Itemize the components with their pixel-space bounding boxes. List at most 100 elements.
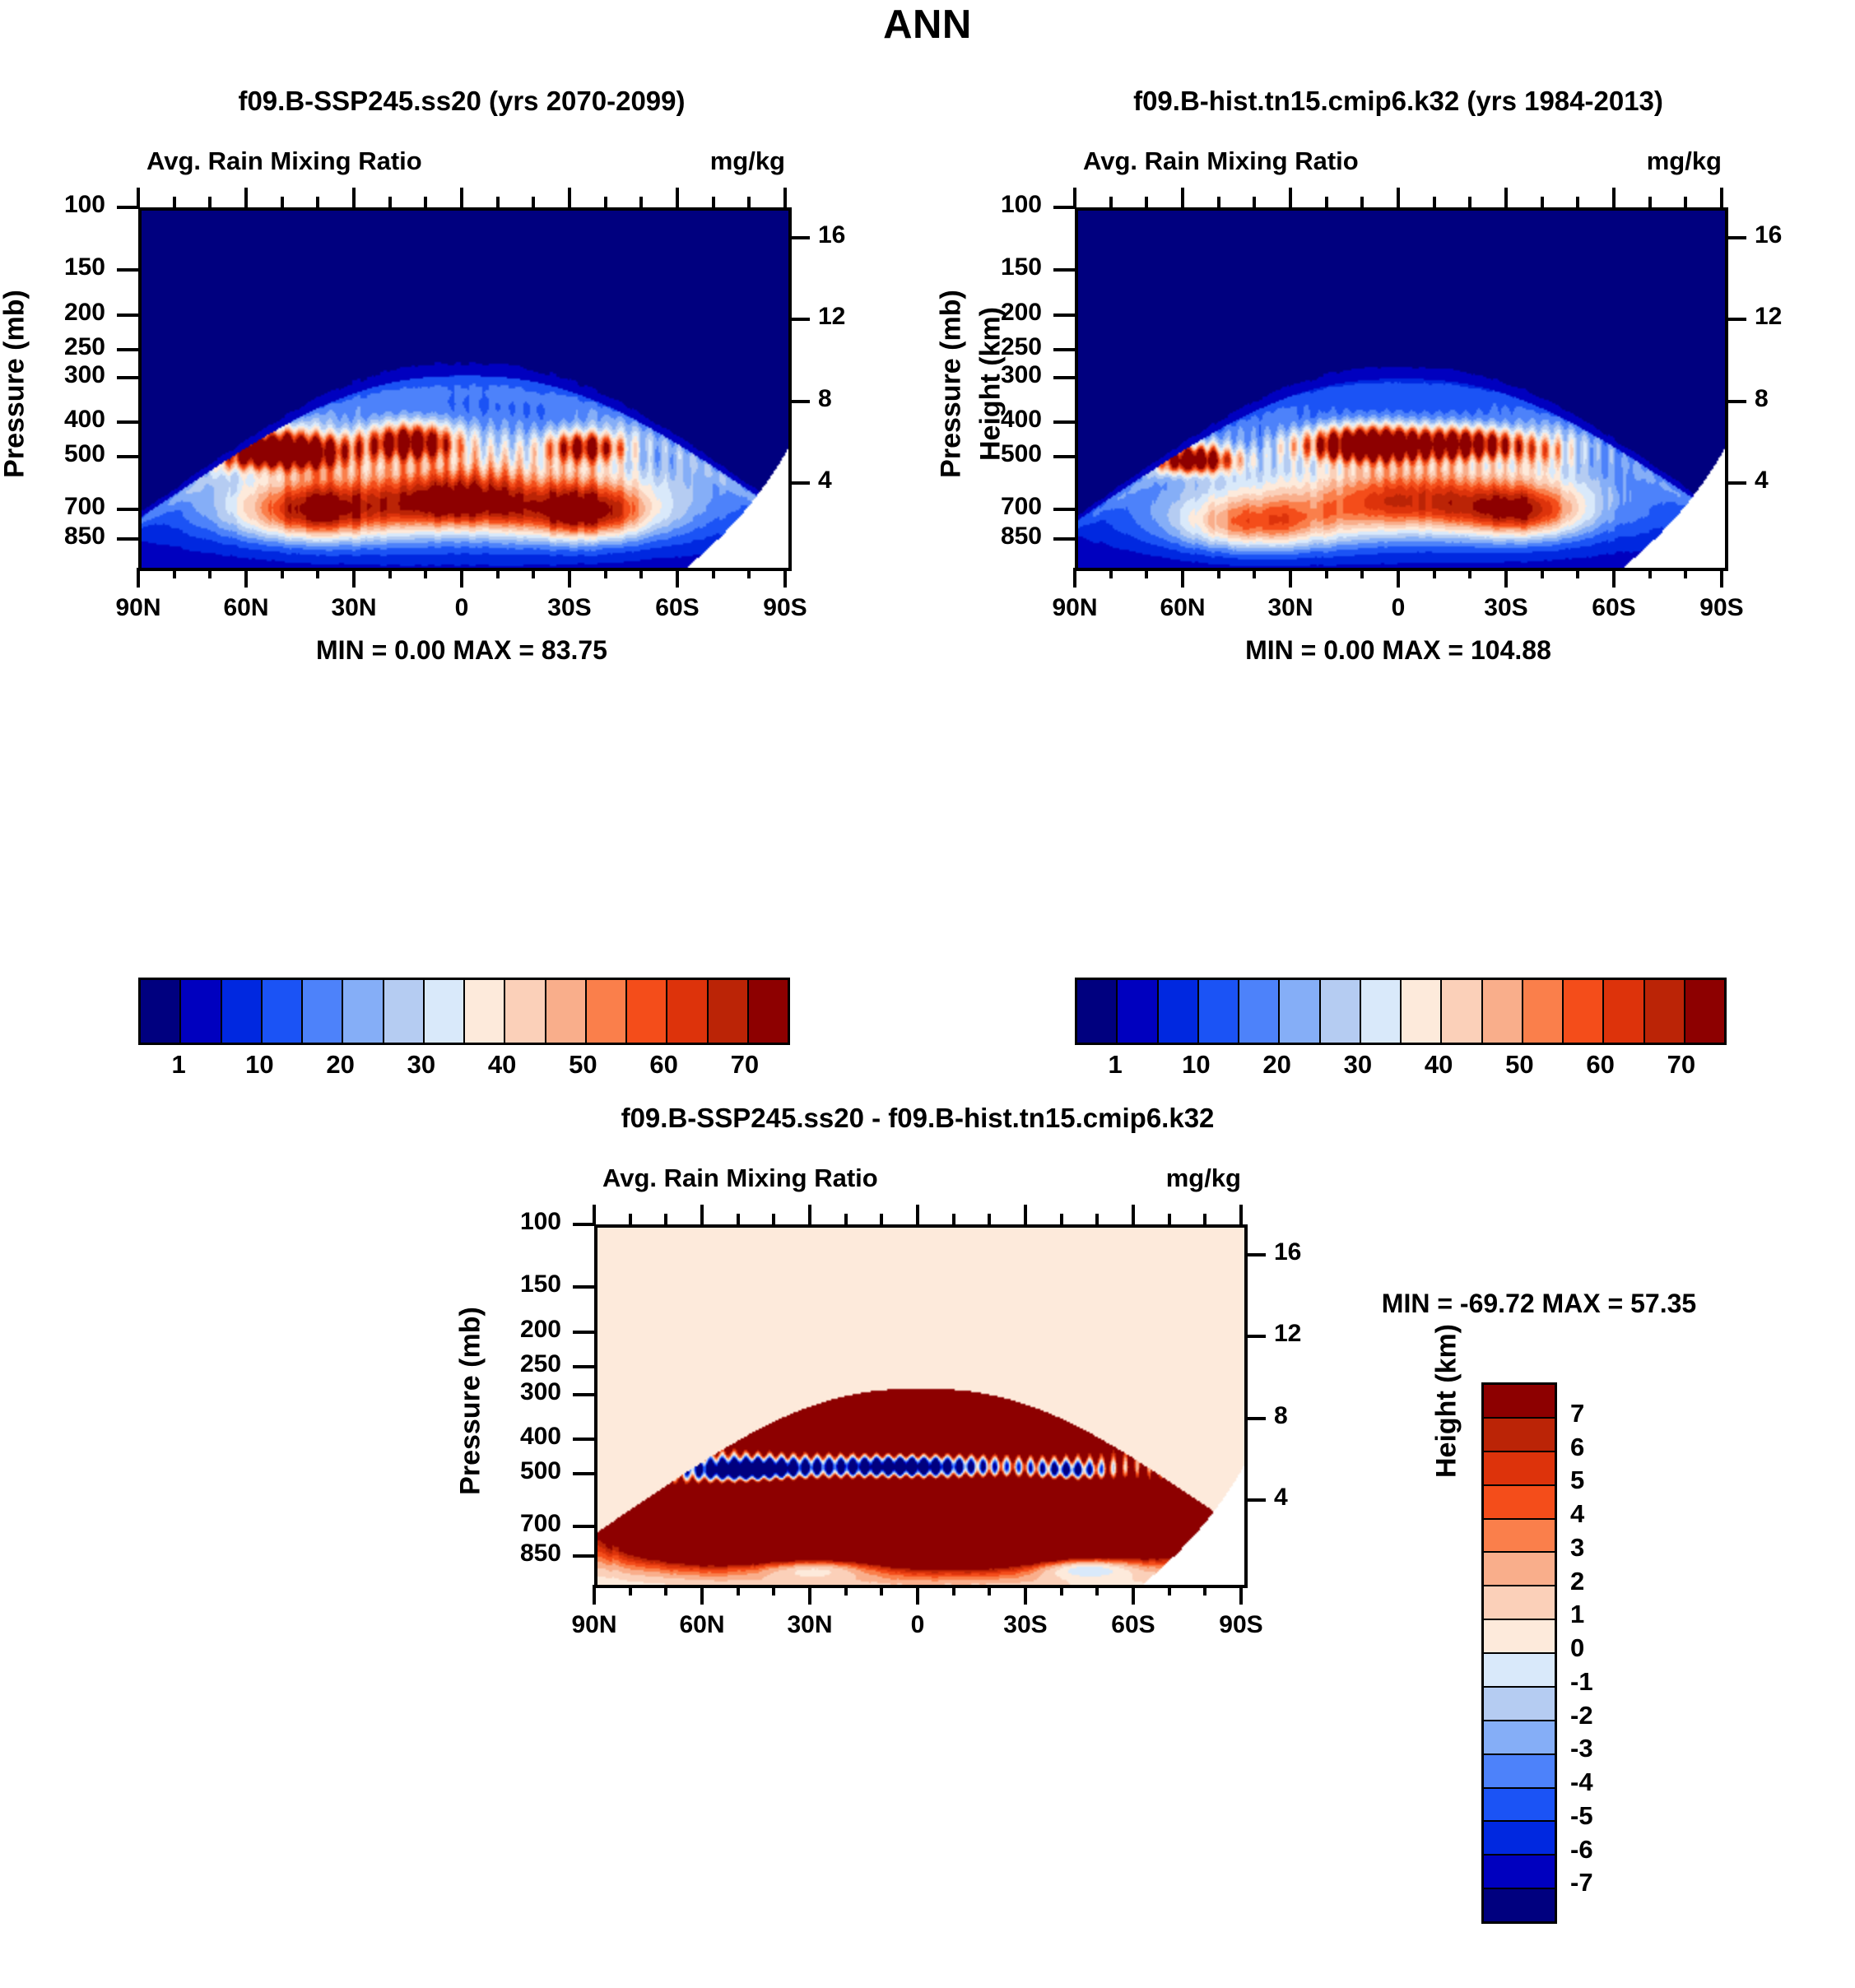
colorbar-swatch xyxy=(1158,980,1199,1043)
pressure-tick-label: 500 xyxy=(63,440,105,468)
lat-tick-top xyxy=(1253,197,1257,207)
colorbar-swatch xyxy=(1239,980,1281,1043)
pressure-tick xyxy=(1053,268,1075,272)
lat-tick-minor xyxy=(1540,568,1544,578)
height-tick xyxy=(788,318,810,322)
lat-tick-top xyxy=(316,197,320,207)
lat-tick-major xyxy=(700,1585,704,1605)
lat-tick-label: 60N xyxy=(679,1611,725,1638)
colorbar-swatch xyxy=(1484,1586,1555,1621)
colorbar-left[interactable] xyxy=(138,978,790,1045)
lat-tick-top xyxy=(388,197,392,207)
y-axis-title-pressure-left: Pressure (mb) xyxy=(0,290,30,478)
lat-tick-minor xyxy=(1059,1585,1063,1596)
lat-tick-minor xyxy=(424,568,428,578)
colorbar-tick-label: 60 xyxy=(1586,1050,1615,1079)
lat-tick-major xyxy=(1504,568,1508,588)
colorbar-swatch xyxy=(1402,980,1443,1043)
pressure-tick xyxy=(117,455,138,459)
pressure-tick xyxy=(573,1223,594,1226)
colorbar-right[interactable] xyxy=(1075,978,1727,1045)
height-tick xyxy=(788,399,810,403)
lat-tick-label: 90S xyxy=(1699,594,1744,621)
colorbar-swatch xyxy=(1077,980,1118,1043)
pressure-tick-label: 700 xyxy=(519,1509,561,1537)
pressure-tick xyxy=(573,1285,594,1289)
colorbar-tick-label: 70 xyxy=(1667,1050,1696,1079)
pressure-tick xyxy=(1053,206,1075,209)
colorbar-swatch xyxy=(1280,980,1321,1043)
lat-tick-major xyxy=(352,568,356,588)
pressure-tick xyxy=(117,347,138,351)
lat-tick-top xyxy=(1432,197,1436,207)
pressure-tick-label: 100 xyxy=(1000,191,1042,218)
pressure-tick-label: 100 xyxy=(519,1208,561,1235)
colorbar-swatch xyxy=(221,980,263,1043)
height-tick xyxy=(1244,1335,1266,1339)
height-tick-label: 8 xyxy=(818,384,832,412)
colorbar-swatch xyxy=(343,980,384,1043)
height-tick-label: 4 xyxy=(818,466,832,494)
colorbar-tick-label: 1 xyxy=(1108,1050,1123,1079)
lat-tick-minor xyxy=(1468,568,1472,578)
colorbar-diff[interactable] xyxy=(1481,1382,1557,1924)
plot-area-right[interactable] xyxy=(1075,207,1728,571)
lat-tick-minor xyxy=(951,1585,955,1596)
height-tick-label: 12 xyxy=(1274,1320,1302,1348)
lat-tick-minor xyxy=(1109,568,1113,578)
lat-tick-major xyxy=(1132,1585,1135,1605)
lat-tick-top xyxy=(603,197,607,207)
colorbar-tick-label: 20 xyxy=(326,1050,355,1079)
pressure-tick-label: 400 xyxy=(1000,406,1042,434)
lat-tick-major xyxy=(244,568,248,588)
colorbar-swatch xyxy=(424,980,465,1043)
colorbar-swatch xyxy=(748,980,788,1043)
colorbar-swatch xyxy=(1484,1788,1555,1823)
minmax-label-left: MIN = 0.00 MAX = 83.75 xyxy=(316,635,607,665)
lat-tick-major xyxy=(1073,568,1076,588)
colorbar-swatch xyxy=(1484,1754,1555,1789)
colorbar-tick-label: 20 xyxy=(1262,1050,1291,1079)
colorbar-diff-tick-label: -1 xyxy=(1570,1666,1593,1696)
colorbar-swatch xyxy=(1523,980,1564,1043)
colorbar-diff-tick-label: 1 xyxy=(1570,1600,1585,1629)
colorbar-swatch xyxy=(627,980,668,1043)
colorbar-tick-label: 40 xyxy=(487,1050,517,1079)
colorbar-swatch xyxy=(1484,1385,1555,1419)
pressure-tick xyxy=(573,1364,594,1368)
colorbar-swatch xyxy=(384,980,425,1043)
pressure-tick xyxy=(573,1393,594,1397)
colorbar-tick-label: 10 xyxy=(245,1050,274,1079)
lat-tick-top xyxy=(1181,188,1184,207)
lat-tick-top xyxy=(1289,188,1292,207)
colorbar-swatch xyxy=(1685,980,1724,1043)
plot-area-left[interactable] xyxy=(138,207,792,571)
pressure-tick-label: 300 xyxy=(63,361,105,389)
pressure-tick xyxy=(117,268,138,272)
lat-tick-label: 90N xyxy=(1052,594,1098,621)
lat-tick-major xyxy=(1289,568,1292,588)
lat-tick-minor xyxy=(495,568,500,578)
colorbar-tick-label: 60 xyxy=(649,1050,678,1079)
colorbar-tick-label: 1 xyxy=(171,1050,186,1079)
colorbar-tick-label: 50 xyxy=(569,1050,597,1079)
height-tick-label: 12 xyxy=(1755,303,1783,331)
lat-tick-label: 60S xyxy=(655,594,700,621)
plot-area-diff[interactable] xyxy=(594,1224,1248,1588)
height-tick-label: 16 xyxy=(1755,221,1783,249)
pressure-tick-label: 700 xyxy=(1000,492,1042,520)
lat-tick-top xyxy=(783,188,787,207)
lat-tick-label: 30N xyxy=(787,1611,833,1638)
pressure-tick xyxy=(1053,455,1075,459)
lat-tick-major xyxy=(1397,568,1400,588)
pressure-tick-label: 850 xyxy=(1000,523,1042,550)
lat-tick-top xyxy=(1576,197,1580,207)
lat-tick-minor xyxy=(747,568,751,578)
contour-field-left xyxy=(142,211,788,568)
pressure-tick-label: 200 xyxy=(1000,298,1042,326)
colorbar-tick-label: 30 xyxy=(407,1050,436,1079)
lat-tick-label: 90S xyxy=(763,594,807,621)
colorbar-swatch xyxy=(708,980,749,1043)
colorbar-diff-tick-label: 4 xyxy=(1570,1499,1585,1528)
panel-title-right: f09.B-hist.tn15.cmip6.k32 (yrs 1984-2013… xyxy=(1133,86,1663,116)
